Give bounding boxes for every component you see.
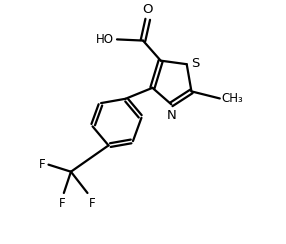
Text: N: N <box>167 109 177 122</box>
Text: F: F <box>39 158 46 171</box>
Text: S: S <box>191 57 199 70</box>
Text: F: F <box>59 196 66 210</box>
Text: CH₃: CH₃ <box>222 92 243 105</box>
Text: O: O <box>142 3 153 17</box>
Text: HO: HO <box>96 33 114 46</box>
Text: F: F <box>89 196 95 210</box>
